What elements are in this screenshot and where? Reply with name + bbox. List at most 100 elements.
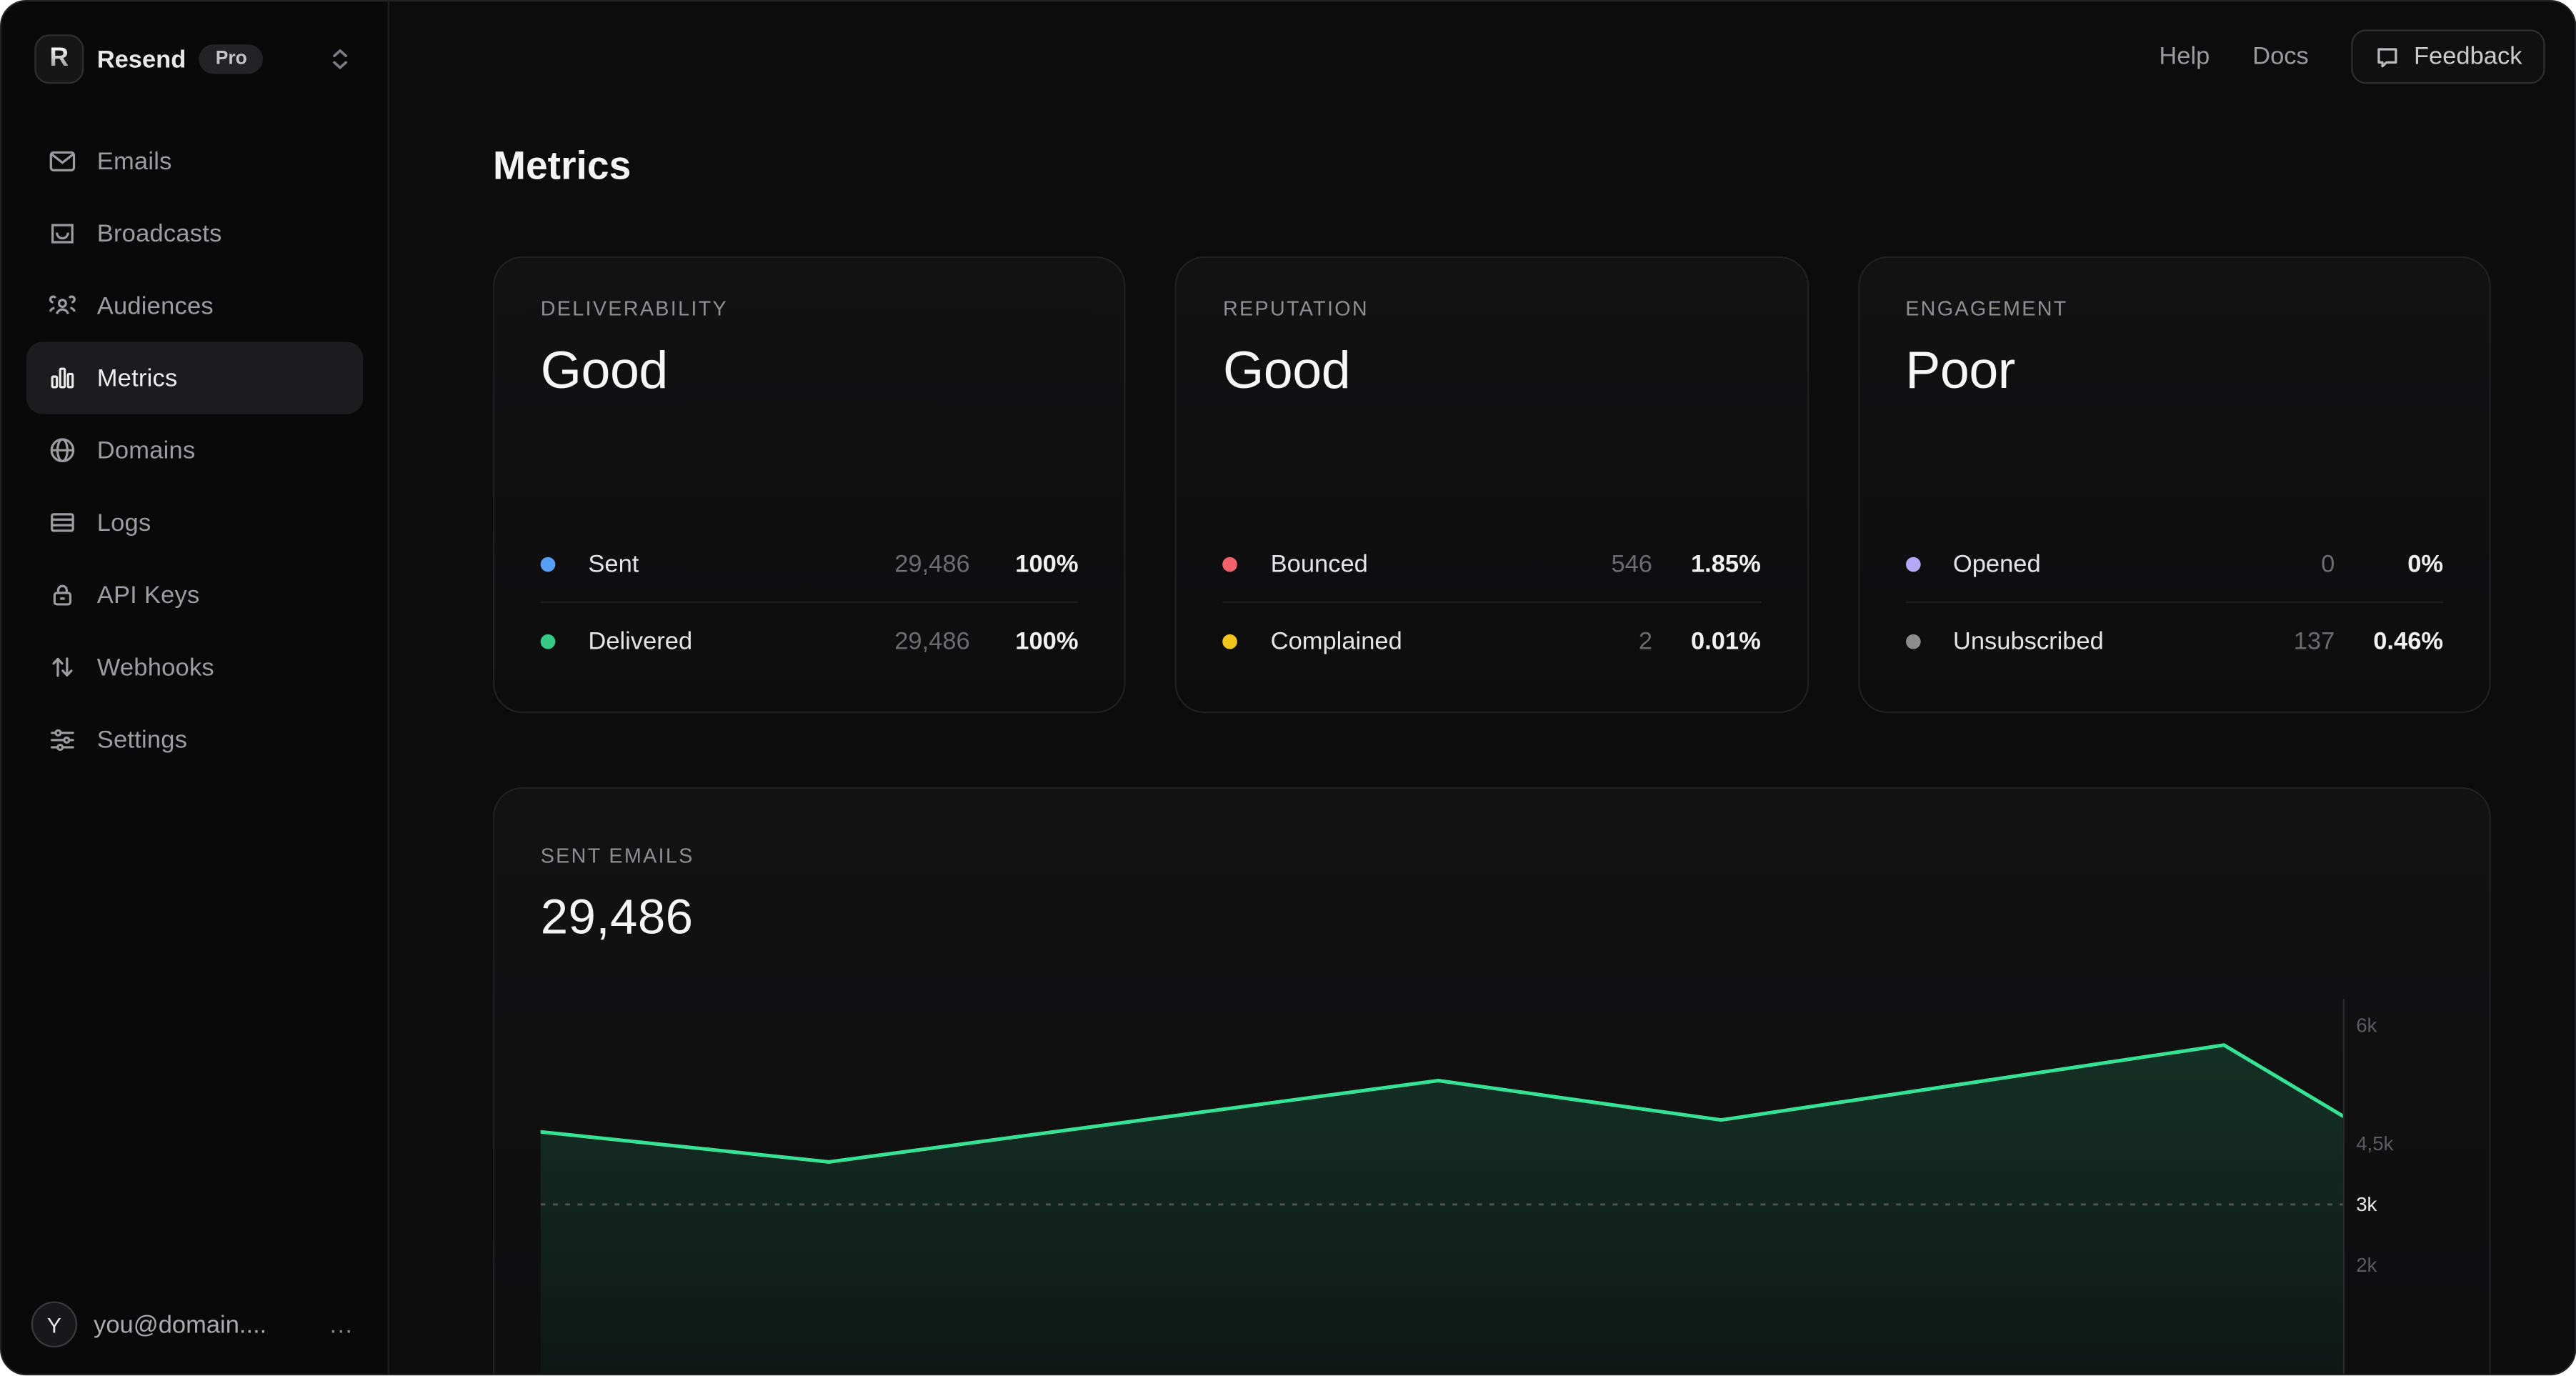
plan-badge: Pro [199,44,264,74]
metric-cards: DELIVERABILITY Good Sent 29,486 100% Del… [493,256,2491,714]
metric-percent: 100% [1015,549,1079,578]
metric-count: 546 [1611,549,1653,578]
avatar-initial: Y [46,1312,61,1337]
metric-count: 29,486 [894,549,970,578]
sidebar-item-metrics[interactable]: Metrics [26,341,364,414]
metric-row-unsubscribed: Unsubscribed 137 0.46% [1905,603,2443,679]
chart-line [539,1043,2345,1164]
metric-row-delivered: Delivered 29,486 100% [540,603,1079,679]
sent-emails-card: SENT EMAILS 29,486 6k [493,787,2491,1375]
reputation-card: REPUTATION Good Bounced 546 1.85% Compla… [1175,256,1809,714]
lock-icon [53,584,72,606]
sidebar-item-domains[interactable]: Domains [26,414,364,487]
metric-percent: 0.46% [2373,627,2444,655]
sidebar-item-label: API Keys [96,581,200,609]
card-status: Good [540,340,669,399]
y-tick-3k: 3k [2356,1192,2377,1216]
sliders-icon [51,729,74,752]
sidebar-item-label: Emails [96,146,172,175]
divider [1222,601,1761,604]
sidebar-item-label: Broadcasts [96,219,222,248]
y-tick-4-5k: 4,5k [2356,1132,2394,1155]
sidebar-item-audiences[interactable]: Audiences [26,269,364,341]
metric-row-sent: Sent 29,486 100% [540,526,1079,602]
help-link[interactable]: Help [2159,42,2210,71]
sent-emails-category: SENT EMAILS [540,844,694,868]
sent-emails-total: 29,486 [540,890,694,945]
sent-dot-icon [540,556,556,572]
complained-dot-icon [1222,633,1238,649]
y-tick-6k: 6k [2356,1014,2377,1037]
user-menu[interactable]: Y you@domain.... … [26,1302,364,1348]
ellipsis-icon[interactable]: … [329,1311,357,1340]
card-rows: Bounced 546 1.85% Complained 2 0.01% [1222,526,1761,679]
sidebar-item-emails[interactable]: Emails [26,125,364,197]
metric-percent: 100% [1015,627,1079,655]
sidebar-item-label: Settings [96,725,188,754]
sidebar-item-logs[interactable]: Logs [26,487,364,559]
metric-label: Sent [588,549,639,578]
logs-icon [51,513,74,532]
globe-icon [50,438,75,462]
sidebar-nav: Emails Broadcasts Audiences Metrics Doma… [26,84,364,775]
people-icon [49,295,76,314]
topbar: Help Docs Feedback [2159,29,2545,84]
engagement-card: ENGAGEMENT Poor Opened 0 0% Unsubscribed… [1857,256,2491,714]
bar-chart-icon [51,367,74,389]
metric-row-bounced: Bounced 546 1.85% [1222,526,1761,602]
metric-count: 0 [2321,549,2335,578]
logo-letter: R [49,44,69,73]
feedback-button[interactable]: Feedback [2351,29,2545,84]
card-status: Good [1222,340,1351,399]
card-category: DELIVERABILITY [540,297,729,321]
metric-label: Unsubscribed [1952,627,2104,655]
sidebar-item-broadcasts[interactable]: Broadcasts [26,197,364,269]
metric-label: Opened [1952,549,2041,578]
chart-area-fill [540,1045,2343,1375]
sidebar-item-webhooks[interactable]: Webhooks [26,631,364,703]
feedback-label: Feedback [2413,42,2522,71]
arrows-updown-icon [52,657,73,677]
brand-name: Resend [96,45,186,74]
sidebar-item-label: Metrics [96,364,178,392]
card-category: REPUTATION [1222,297,1369,321]
sidebar-item-settings[interactable]: Settings [26,703,364,775]
chevron-updown-icon [333,49,347,69]
docs-link[interactable]: Docs [2252,42,2309,71]
metric-count: 2 [1638,627,1653,655]
avatar: Y [31,1302,78,1348]
page-title: Metrics [493,144,631,189]
card-rows: Opened 0 0% Unsubscribed 137 0.46% [1905,526,2444,679]
workspace-switcher[interactable]: R Resend Pro [26,34,364,84]
speech-bubble-icon [2377,47,2397,67]
sidebar-item-label: Webhooks [96,653,214,682]
delivered-dot-icon [540,633,556,649]
metric-label: Delivered [588,627,693,655]
bounced-dot-icon [1222,556,1238,572]
sidebar-item-label: Logs [96,508,151,537]
card-status: Poor [1905,340,2015,399]
deliverability-card: DELIVERABILITY Good Sent 29,486 100% Del… [493,256,1127,714]
sidebar-item-label: Domains [96,436,196,464]
card-category: ENGAGEMENT [1905,297,2068,321]
resend-logo-icon: R [34,34,84,84]
metric-percent: 1.85% [1690,549,1761,578]
metric-percent: 0.01% [1690,627,1761,655]
broadcast-tray-icon [51,224,74,244]
sidebar-item-label: Audiences [96,291,214,320]
metric-count: 29,486 [894,627,970,655]
y-tick-2k: 2k [2356,1253,2377,1277]
sidebar-item-api-keys[interactable]: API Keys [26,559,364,631]
opened-dot-icon [1905,556,1920,572]
card-rows: Sent 29,486 100% Delivered 29,486 100% [540,526,1079,679]
metric-count: 137 [2293,627,2335,655]
metric-label: Bounced [1270,549,1368,578]
metric-percent: 0% [2407,549,2444,578]
sent-emails-chart[interactable] [539,1002,2345,1375]
metric-label: Complained [1270,627,1402,655]
metric-row-opened: Opened 0 0% [1905,526,2443,602]
metric-row-complained: Complained 2 0.01% [1222,603,1761,679]
envelope-icon [49,151,76,171]
